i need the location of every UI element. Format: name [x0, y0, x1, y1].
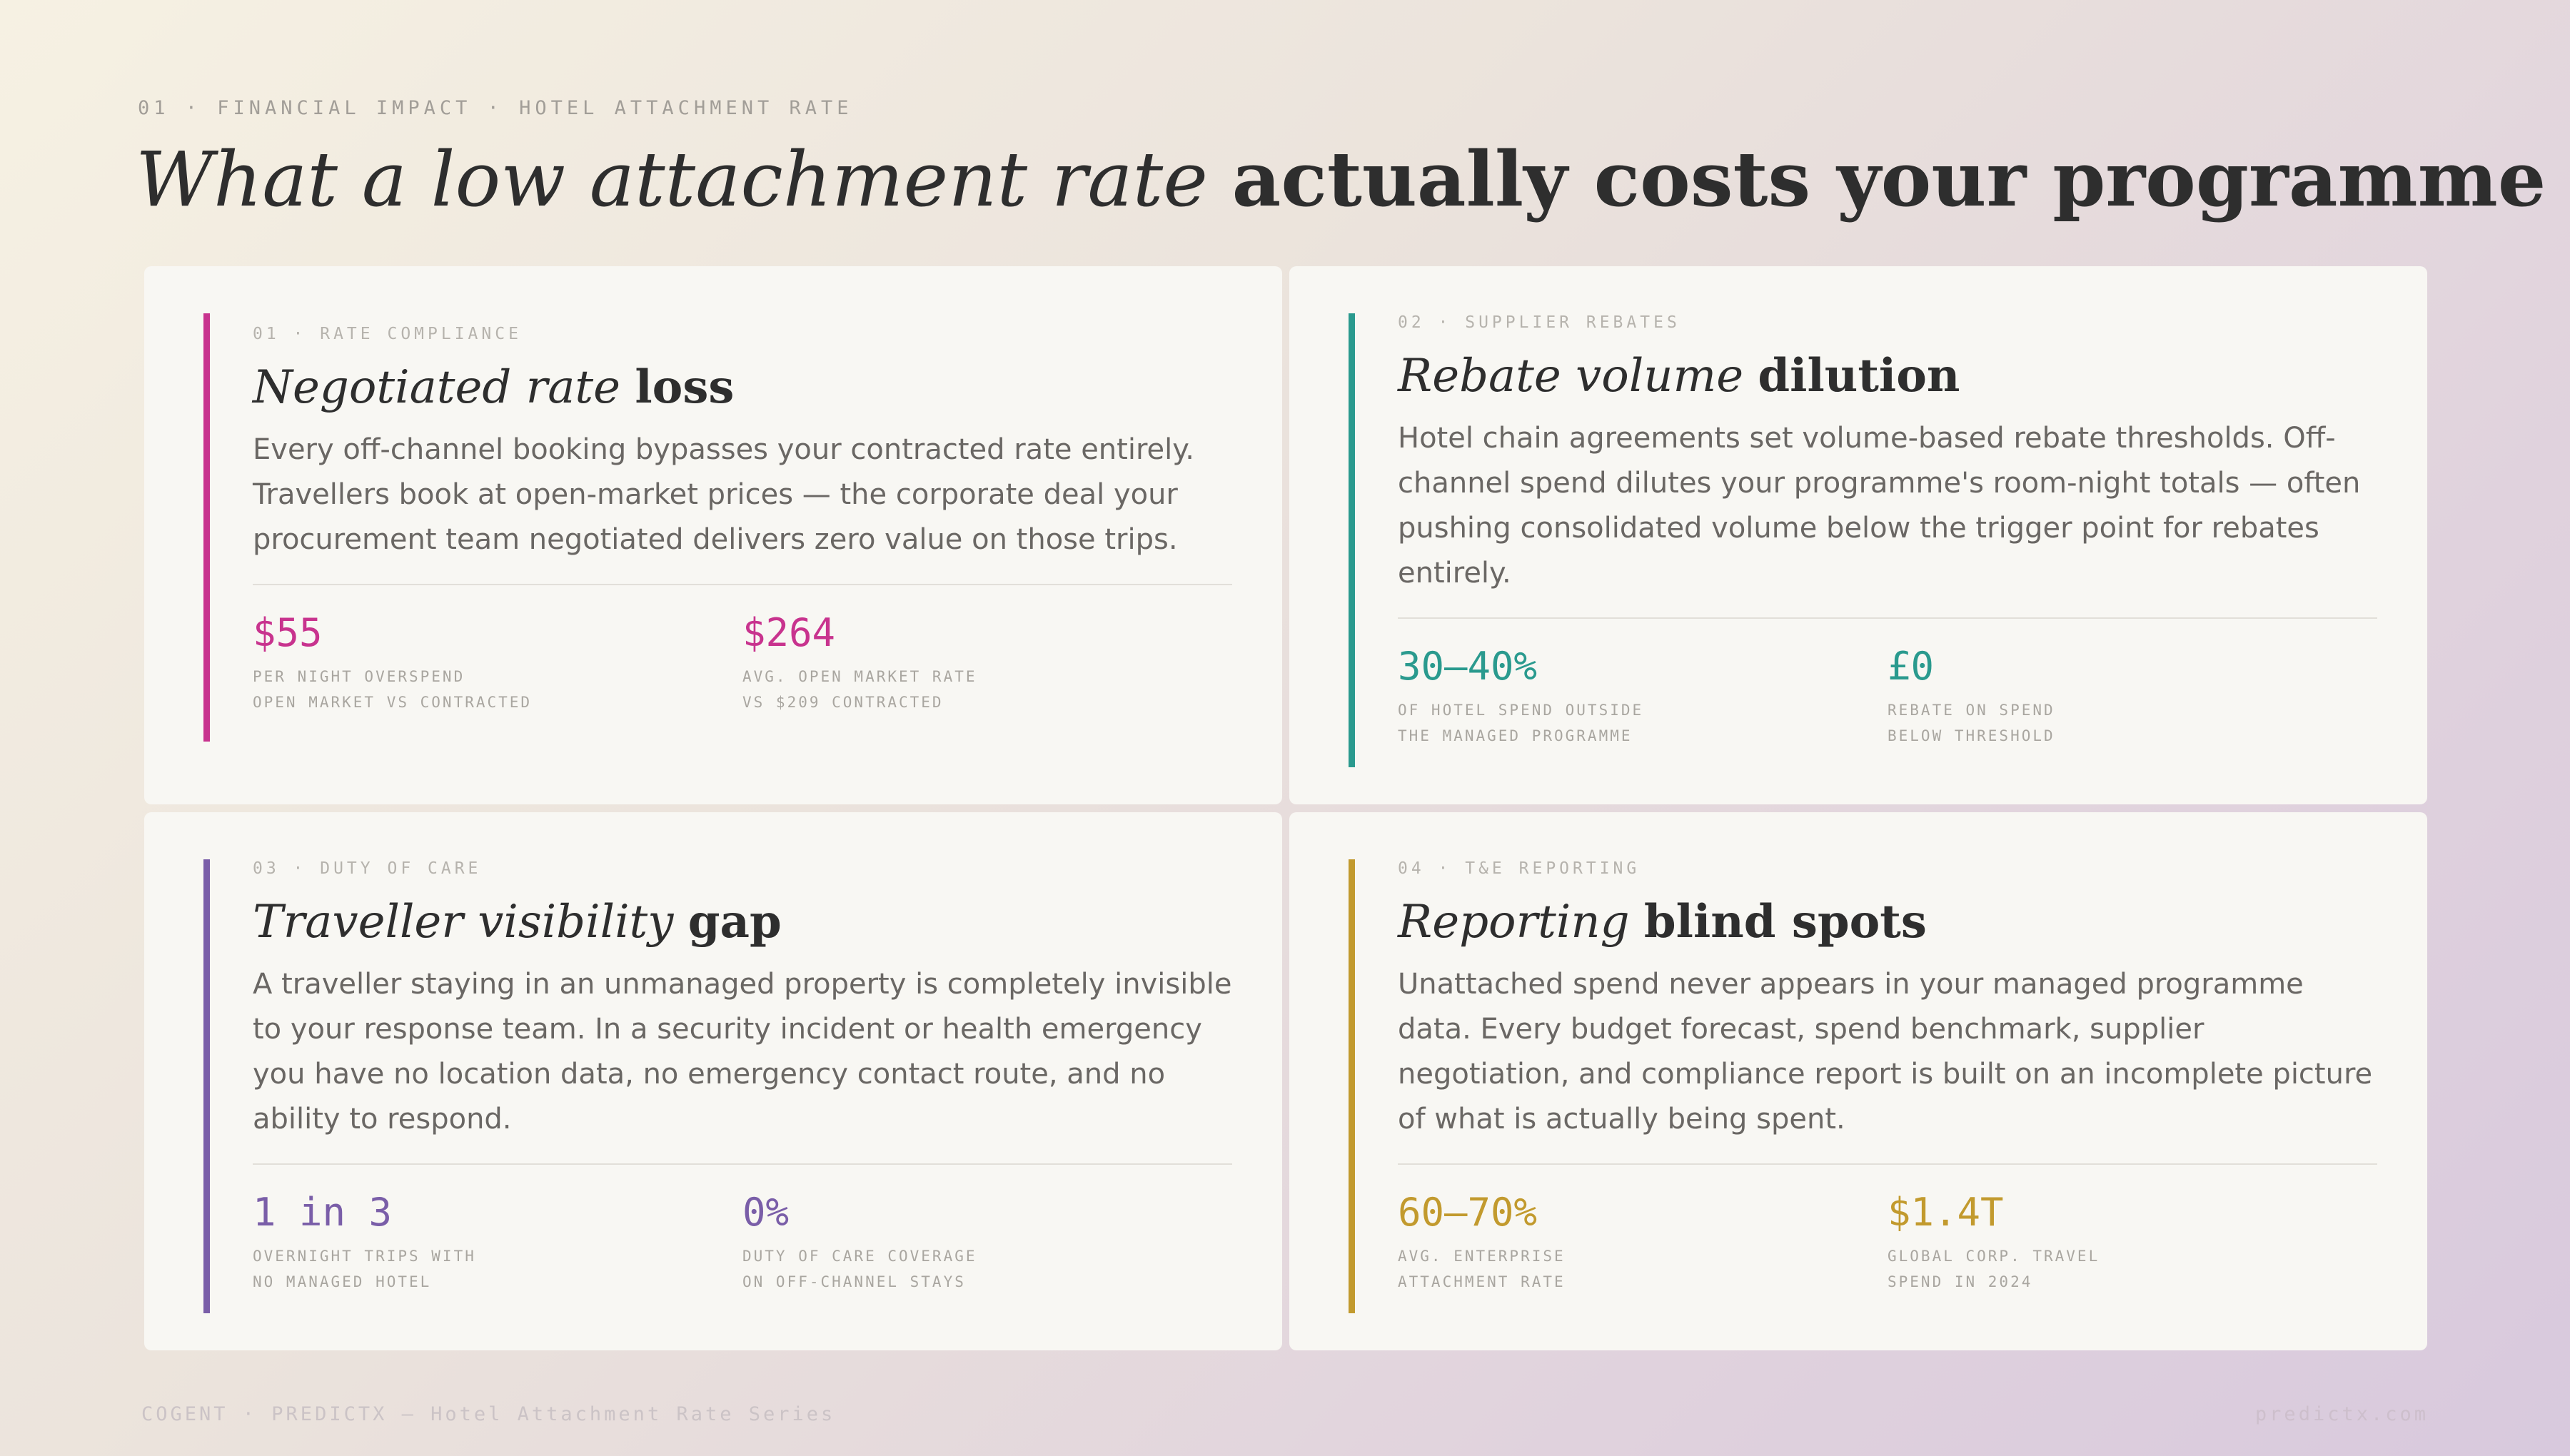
stat-label: REBATE ON SPEND BELOW THRESHOLD: [1888, 702, 2055, 744]
page-title-light: What a low attachment rate: [136, 136, 1232, 223]
card-kicker: 04 · T&E REPORTING: [1398, 859, 1641, 878]
stat-value: 60–70%: [1398, 1190, 1538, 1235]
stat-value: 1 in 3: [253, 1190, 393, 1235]
footer-series-label: COGENT · PREDICTX — Hotel Attachment Rat…: [141, 1403, 836, 1425]
divider: [1398, 617, 2377, 619]
card-title: Negotiated rate loss: [253, 360, 735, 414]
stat-label: OF HOTEL SPEND OUTSIDE THE MANAGED PROGR…: [1398, 702, 1644, 744]
card-accent-bar: [1349, 859, 1355, 1313]
card-kicker: 02 · SUPPLIER REBATES: [1398, 313, 1680, 332]
divider: [1398, 1163, 2377, 1165]
stat: 0% DUTY OF CARE COVERAGE ON OFF-CHANNEL …: [742, 1190, 1232, 1295]
card-stats: 60–70% AVG. ENTERPRISE ATTACHMENT RATE $…: [1398, 1190, 2377, 1295]
page-title: What a low attachment rate actually cost…: [136, 133, 2546, 226]
card-stats: $55 PER NIGHT OVERSPEND OPEN MARKET VS C…: [253, 611, 1232, 715]
divider: [253, 584, 1232, 585]
card-accent-bar: [1349, 313, 1355, 767]
card-supplier-rebates: 02 · SUPPLIER REBATES Rebate volume dilu…: [1289, 266, 2427, 804]
card-body: Hotel chain agreements set volume-based …: [1398, 422, 2361, 590]
card-body: Unattached spend never appears in your m…: [1398, 968, 2373, 1136]
stat-value: 0%: [742, 1190, 790, 1235]
divider: [253, 1163, 1232, 1165]
card-body: A traveller staying in an unmanaged prop…: [253, 968, 1232, 1136]
footer-website-link[interactable]: predictx.com: [2254, 1403, 2429, 1425]
stat-value: $1.4T: [1888, 1190, 2004, 1235]
stat: $264 AVG. OPEN MARKET RATE VS $209 CONTR…: [742, 611, 1232, 715]
card-stats: 1 in 3 OVERNIGHT TRIPS WITH NO MANAGED H…: [253, 1190, 1232, 1295]
stat: $55 PER NIGHT OVERSPEND OPEN MARKET VS C…: [253, 611, 742, 715]
card-accent-bar: [203, 859, 210, 1313]
stat-label: PER NIGHT OVERSPEND OPEN MARKET VS CONTR…: [253, 668, 533, 711]
stat-value: $264: [742, 610, 836, 655]
stat-label: AVG. ENTERPRISE ATTACHMENT RATE: [1398, 1248, 1566, 1290]
stat-value: $55: [253, 610, 323, 655]
card-te-reporting: 04 · T&E REPORTING Reporting blind spots…: [1289, 812, 2427, 1350]
stat: $1.4T GLOBAL CORP. TRAVEL SPEND IN 2024: [1888, 1190, 2377, 1295]
card-kicker: 03 · DUTY OF CARE: [253, 859, 482, 878]
card-duty-of-care: 03 · DUTY OF CARE Traveller visibility g…: [144, 812, 1282, 1350]
card-accent-bar: [203, 313, 210, 742]
stat: 30–40% OF HOTEL SPEND OUTSIDE THE MANAGE…: [1398, 644, 1888, 749]
stat: £0 REBATE ON SPEND BELOW THRESHOLD: [1888, 644, 2377, 749]
card-title: Rebate volume dilution: [1398, 349, 1960, 403]
page-title-bold: actually costs your programme: [1231, 134, 2546, 223]
stat: 1 in 3 OVERNIGHT TRIPS WITH NO MANAGED H…: [253, 1190, 742, 1295]
card-title: Traveller visibility gap: [253, 895, 782, 949]
stat: 60–70% AVG. ENTERPRISE ATTACHMENT RATE: [1398, 1190, 1888, 1295]
card-title: Reporting blind spots: [1398, 895, 1927, 949]
stat-label: AVG. OPEN MARKET RATE VS $209 CONTRACTED: [742, 668, 977, 711]
card-kicker: 01 · RATE COMPLIANCE: [253, 325, 522, 343]
card-stats: 30–40% OF HOTEL SPEND OUTSIDE THE MANAGE…: [1398, 644, 2377, 749]
stat-label: OVERNIGHT TRIPS WITH NO MANAGED HOTEL: [253, 1248, 476, 1290]
stat-label: DUTY OF CARE COVERAGE ON OFF-CHANNEL STA…: [742, 1248, 977, 1290]
section-eyebrow: 01 · FINANCIAL IMPACT · HOTEL ATTACHMENT…: [138, 97, 853, 119]
stat-value: £0: [1888, 644, 1935, 689]
card-body: Every off-channel booking bypasses your …: [253, 433, 1194, 556]
stat-value: 30–40%: [1398, 644, 1538, 689]
stat-label: GLOBAL CORP. TRAVEL SPEND IN 2024: [1888, 1248, 2100, 1290]
card-rate-compliance: 01 · RATE COMPLIANCE Negotiated rate los…: [144, 266, 1282, 804]
